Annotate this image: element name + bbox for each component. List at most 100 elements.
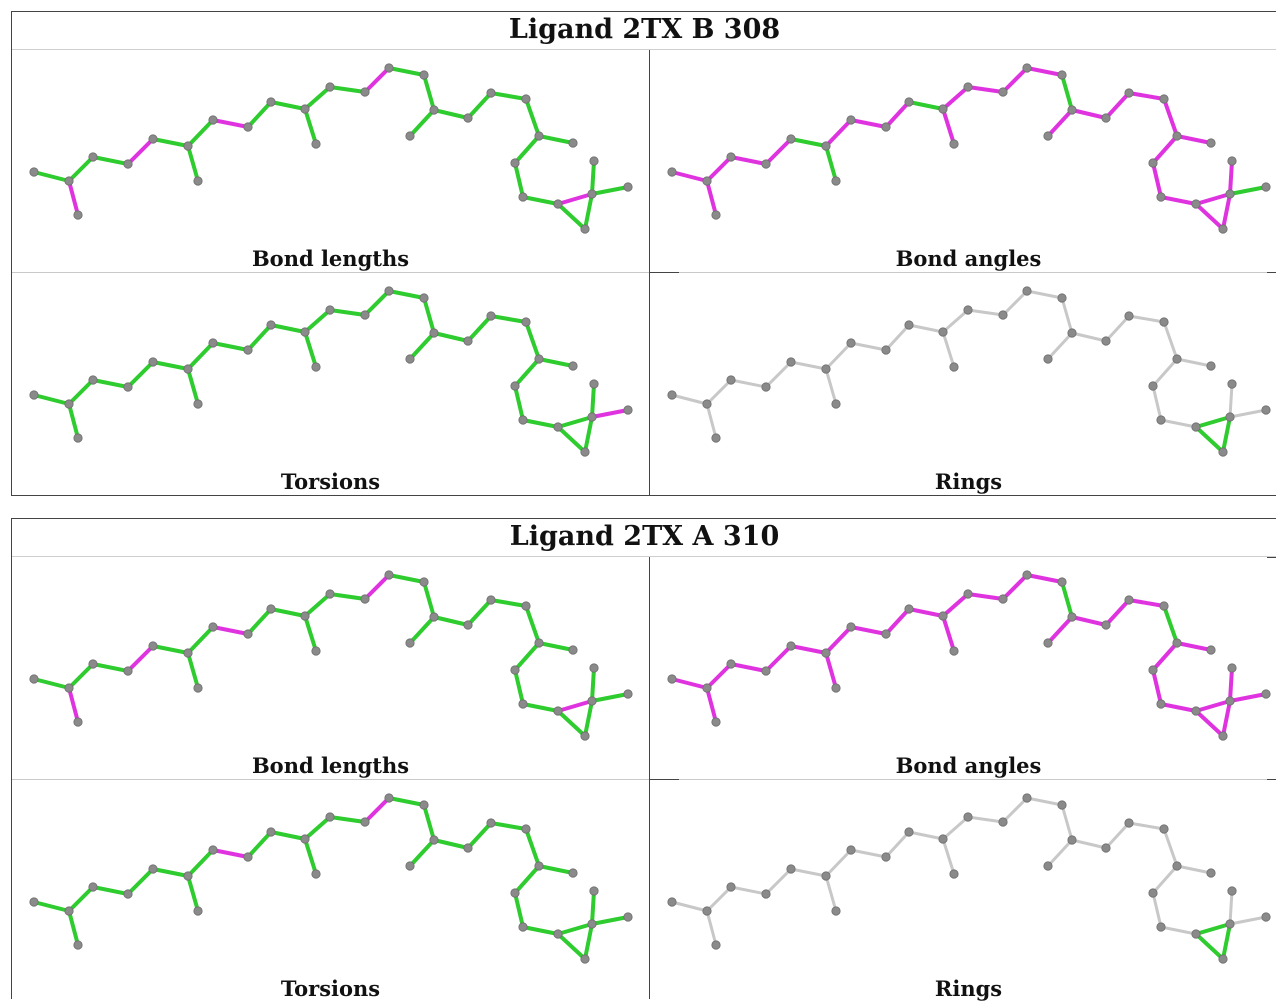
atom-18 (405, 861, 415, 871)
atom-14 (998, 817, 1008, 827)
bond-20 (1127, 821, 1166, 831)
atom-10 (904, 604, 914, 614)
atom-7 (831, 683, 841, 693)
panel-bond-angles: Bond angles (650, 557, 1276, 780)
bond-9 (246, 830, 273, 859)
atom-26 (553, 199, 563, 209)
ligand-block-2: Ligand 2TX A 310 Bond lengths Bond angle… (11, 518, 1276, 1001)
bond-12 (941, 308, 970, 334)
atom-18 (405, 131, 415, 141)
divider (12, 556, 1276, 557)
atom-10 (904, 827, 914, 837)
atom-30 (1218, 447, 1228, 457)
atom-4 (123, 159, 133, 169)
atom-11 (938, 834, 948, 844)
bond-11 (303, 614, 318, 653)
atom-2 (73, 940, 83, 950)
bond-26 (556, 192, 594, 206)
atom-17 (1067, 105, 1077, 115)
atom-4 (123, 889, 133, 899)
panel-caption: Rings (934, 976, 1003, 1001)
atom-23 (568, 361, 578, 371)
atom-29 (1227, 663, 1237, 673)
atom-16 (419, 577, 429, 587)
bond-15 (387, 289, 426, 300)
bond-10 (269, 100, 307, 111)
bond-27 (1228, 408, 1268, 419)
atom-1 (702, 683, 712, 693)
atom-24 (1148, 665, 1158, 675)
bond-1 (67, 402, 80, 440)
bond-12 (941, 815, 970, 841)
atom-17 (429, 612, 439, 622)
atom-12 (311, 869, 321, 879)
bond-8 (211, 118, 250, 129)
atom-30 (1218, 731, 1228, 741)
bond-0 (32, 677, 71, 690)
atom-4 (761, 889, 771, 899)
bond-19 (466, 598, 493, 627)
atom-2 (711, 717, 721, 727)
panel-rings: Rings (650, 273, 1276, 496)
atom-10 (266, 97, 276, 107)
bond-27 (1228, 185, 1268, 196)
bond-23 (1151, 641, 1179, 672)
bond-12 (303, 815, 332, 841)
atom-25 (1156, 192, 1166, 202)
atom-6 (183, 871, 193, 881)
atom-3 (726, 152, 736, 162)
bond-2 (67, 155, 95, 183)
atom-24 (510, 158, 520, 168)
bond-30 (556, 932, 587, 961)
ligand-title: Ligand 2TX A 310 (509, 521, 780, 552)
atom-16 (1057, 293, 1067, 303)
bond-8 (849, 625, 888, 636)
atom-23 (568, 868, 578, 878)
bond-21 (1162, 97, 1179, 138)
atom-28 (623, 912, 633, 922)
bond-21 (524, 604, 541, 645)
bond-18 (1070, 108, 1108, 120)
bond-22 (537, 357, 575, 368)
bond-23 (1151, 134, 1179, 165)
panel-rings: Rings (650, 780, 1276, 1003)
atom-21 (1159, 317, 1169, 327)
atom-21 (1159, 94, 1169, 104)
bond-15 (1025, 66, 1064, 77)
bond-11 (941, 837, 956, 876)
bond-2 (67, 662, 95, 690)
bond-0 (670, 900, 709, 913)
bond-23 (513, 641, 541, 672)
bond-29 (583, 922, 594, 961)
atom-9 (243, 629, 253, 639)
atom-13 (963, 305, 973, 315)
atom-30 (580, 447, 590, 457)
atom-6 (821, 364, 831, 374)
bond-5 (151, 137, 190, 148)
panel-caption: Rings (934, 469, 1003, 494)
bond-30 (1194, 709, 1225, 738)
atom-25 (1156, 699, 1166, 709)
bond-15 (387, 573, 426, 584)
atom-1 (64, 176, 74, 186)
bond-24 (513, 161, 525, 199)
bond-2 (705, 155, 733, 183)
bond-26 (1194, 192, 1232, 206)
bond-26 (1194, 922, 1232, 936)
bond-13 (328, 815, 367, 824)
atom-14 (360, 310, 370, 320)
atom-20 (486, 88, 496, 98)
bond-1 (67, 686, 80, 724)
atom-24 (1148, 158, 1158, 168)
bond-3 (729, 662, 768, 673)
bond-8 (849, 848, 888, 859)
atom-15 (1022, 286, 1032, 296)
bond-6 (824, 874, 838, 913)
atom-17 (429, 105, 439, 115)
panel-caption: Bond lengths (251, 753, 410, 778)
atom-4 (761, 666, 771, 676)
bond-30 (556, 202, 587, 231)
bond-28 (1228, 382, 1234, 419)
ligand-block-1: Ligand 2TX B 308 Bond lengths Bond angle… (11, 11, 1276, 496)
atom-21 (521, 601, 531, 611)
